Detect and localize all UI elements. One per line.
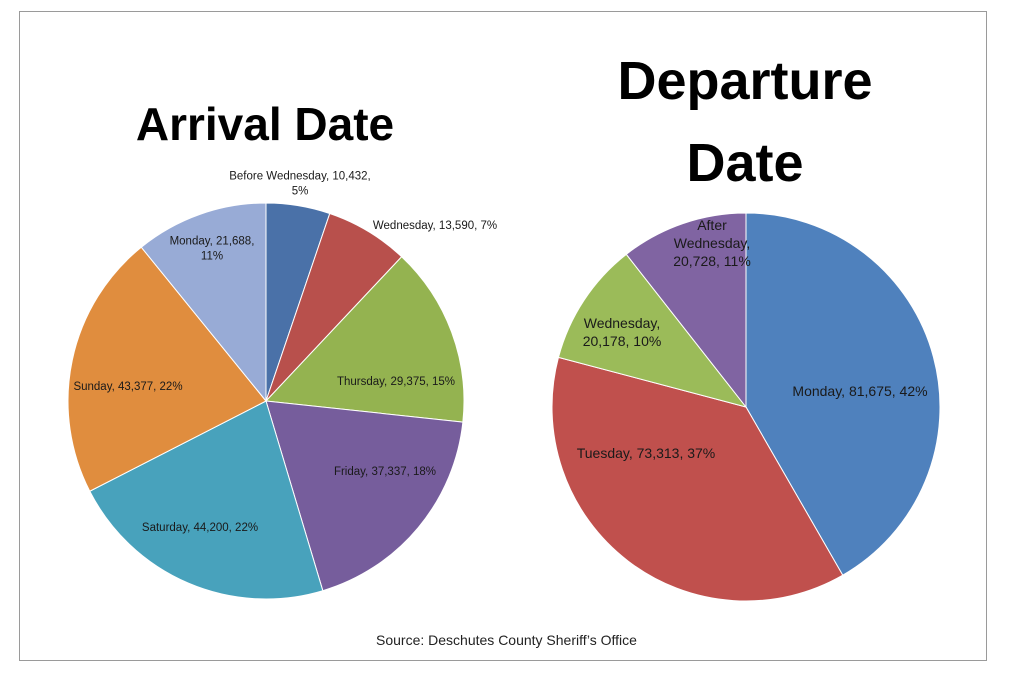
departure-label-after-wednesday: After Wednesday, 20,728, 11% [673,217,751,269]
departure-slice-after-wednesday [625,212,747,409]
departure-chart-title: Departure Date [617,51,873,193]
arrival-slice-monday [140,202,267,403]
arrival-label-thursday: Thursday, 29,375, 15% [337,376,455,388]
departure-label-monday: Monday, 81,675, 42% [792,383,927,399]
arrival-label-before-wednesday: Before Wednesday, 10,432, 5% [229,171,371,198]
departure-pie: Monday, 81,675, 42% Tuesday, 73,313, 37% W… [551,212,941,602]
arrival-label-sunday: Sunday, 43,377, 22% [73,381,182,393]
arrival-slice-thursday [264,256,465,423]
arrival-pie: Before Wednesday, 10,432, 5% Wednesday, 13… [67,171,497,600]
arrival-label-friday: Friday, 37,337, 18% [334,466,436,478]
arrival-slice-friday [265,400,464,592]
arrival-chart-title: Arrival Date [135,98,395,150]
arrival-slice-sunday [67,246,267,492]
arrival-label-wednesday: Wednesday, 13,590, 7% [373,220,497,232]
departure-slice-tuesday [551,356,844,602]
arrival-slice-saturday [89,400,324,600]
departure-label-tuesday: Tuesday, 73,313, 37% [577,445,716,461]
departure-slice-wednesday [557,253,748,408]
arrival-label-monday: Monday, 21,688, 11% [170,236,255,263]
departure-label-wednesday: Wednesday, 20,178, 10% [583,315,662,349]
departure-slice-monday [745,212,941,576]
source-note: Source: Deschutes County Sheriff’s Offic… [376,632,637,648]
arrival-label-saturday: Saturday, 44,200, 22% [142,522,258,534]
